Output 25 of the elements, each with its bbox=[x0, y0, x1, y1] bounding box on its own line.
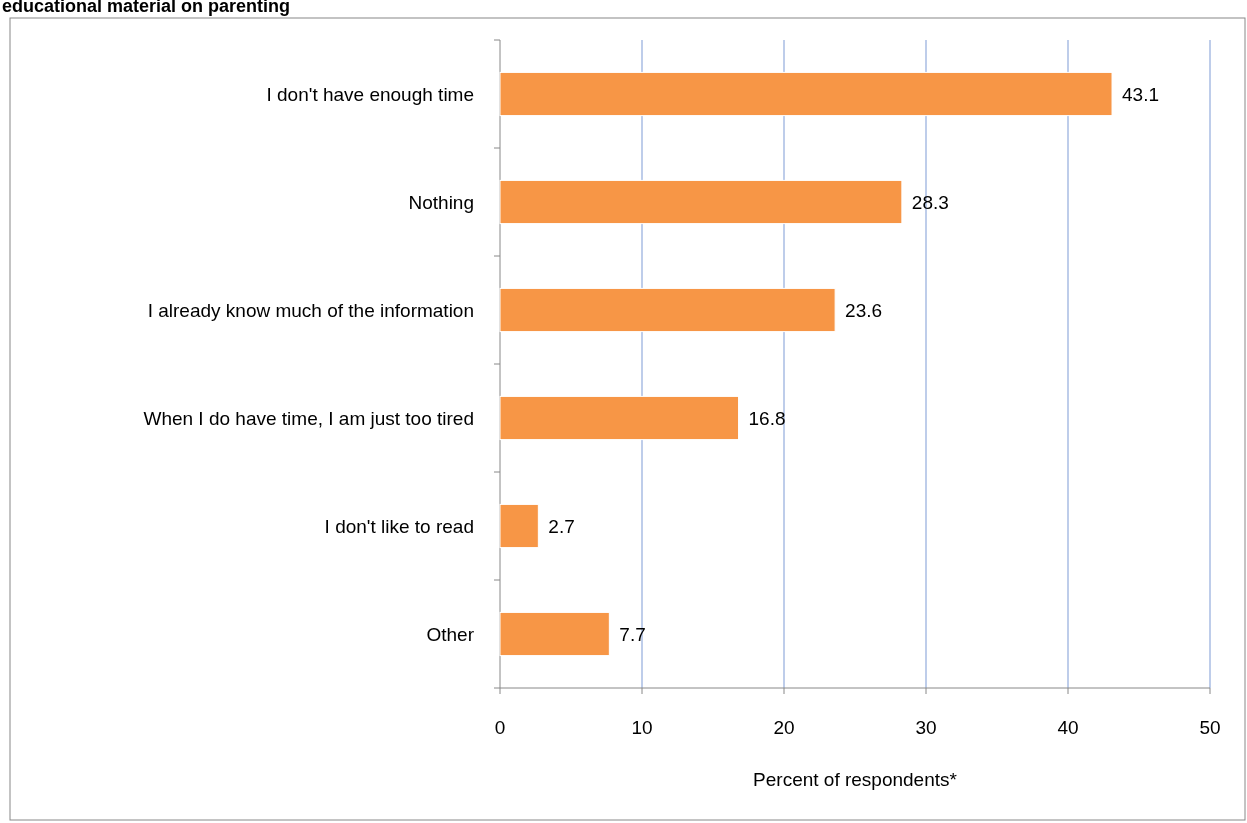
y-tick-label: Nothing bbox=[408, 191, 474, 213]
bar bbox=[499, 395, 740, 441]
data-label: 7.7 bbox=[619, 623, 646, 645]
bar bbox=[499, 503, 539, 549]
bar bbox=[499, 179, 903, 225]
y-tick-label: I already know much of the information bbox=[147, 299, 474, 321]
y-tick-label: I don't like to read bbox=[324, 515, 474, 537]
bar bbox=[499, 71, 1113, 117]
x-tick-label: 0 bbox=[494, 717, 506, 738]
data-label: 16.8 bbox=[748, 407, 786, 429]
bar bbox=[499, 287, 836, 333]
x-tick-label: 20 bbox=[773, 717, 795, 738]
x-tick-label: 30 bbox=[915, 717, 937, 738]
y-tick-label: I don't have enough time bbox=[266, 83, 474, 105]
x-axis-title: Percent of respondents* bbox=[753, 769, 958, 790]
x-tick-label: 40 bbox=[1057, 717, 1079, 738]
data-label: 28.3 bbox=[911, 191, 949, 213]
x-tick-label: 10 bbox=[631, 717, 653, 738]
data-label: 23.6 bbox=[845, 299, 883, 321]
data-label: 43.1 bbox=[1122, 83, 1159, 105]
x-tick-label: 50 bbox=[1199, 717, 1221, 738]
bar bbox=[499, 611, 610, 657]
y-tick-label: When I do have time, I am just too tired bbox=[143, 407, 474, 429]
y-tick-label: Other bbox=[426, 623, 475, 645]
data-label: 2.7 bbox=[548, 515, 575, 537]
